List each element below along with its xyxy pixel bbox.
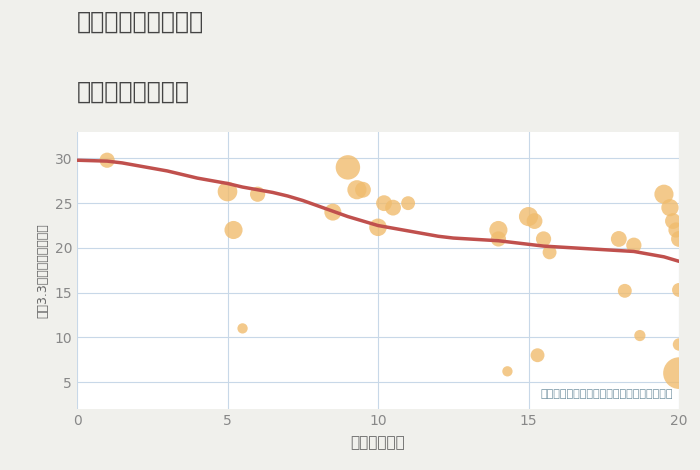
Point bbox=[664, 204, 676, 212]
Point bbox=[342, 164, 354, 171]
Point bbox=[493, 226, 504, 234]
Point bbox=[523, 213, 534, 220]
Point bbox=[502, 368, 513, 375]
Point bbox=[402, 199, 414, 207]
Point bbox=[372, 224, 384, 231]
Point bbox=[658, 190, 669, 198]
Point bbox=[222, 188, 233, 196]
Point bbox=[237, 325, 248, 332]
Point bbox=[538, 235, 549, 243]
Text: 岐阜県大垣市内原の: 岐阜県大垣市内原の bbox=[77, 9, 204, 33]
Text: 駅距離別土地価格: 駅距離別土地価格 bbox=[77, 80, 190, 104]
Point bbox=[673, 341, 685, 348]
Point bbox=[379, 199, 390, 207]
Point bbox=[532, 352, 543, 359]
Point bbox=[388, 204, 399, 212]
Point bbox=[252, 190, 263, 198]
Point bbox=[671, 226, 682, 234]
Point bbox=[673, 286, 685, 294]
Point bbox=[228, 226, 239, 234]
Point bbox=[493, 235, 504, 243]
Point bbox=[544, 249, 555, 256]
Text: 円の大きさは、取引のあった物件面積を示す: 円の大きさは、取引のあった物件面積を示す bbox=[540, 389, 673, 399]
Point bbox=[667, 217, 678, 225]
Point bbox=[529, 217, 540, 225]
Point bbox=[357, 186, 368, 194]
Point bbox=[673, 369, 685, 377]
Point bbox=[634, 332, 645, 339]
X-axis label: 駅距離（分）: 駅距離（分） bbox=[351, 435, 405, 450]
Point bbox=[328, 208, 339, 216]
Y-axis label: 平（3.3㎡）単価（万円）: 平（3.3㎡）単価（万円） bbox=[36, 223, 49, 318]
Point bbox=[673, 235, 685, 243]
Point bbox=[102, 157, 113, 164]
Point bbox=[351, 186, 363, 194]
Point bbox=[620, 287, 631, 295]
Point bbox=[613, 235, 624, 243]
Point bbox=[629, 242, 640, 249]
